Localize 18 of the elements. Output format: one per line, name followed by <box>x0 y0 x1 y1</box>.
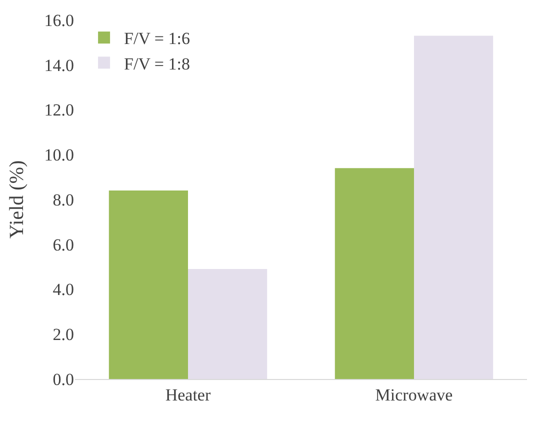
x-tick-label: Microwave <box>375 385 453 404</box>
y-tick-label: 10.0 <box>44 146 74 165</box>
y-tick-label: 16.0 <box>44 10 74 30</box>
y-tick-label: 8.0 <box>52 190 74 210</box>
y-tick-label: 0.0 <box>52 370 74 389</box>
y-tick-label: 6.0 <box>52 235 74 254</box>
y-tick-label: 2.0 <box>52 325 74 344</box>
y-axis-title: Yield (%) <box>6 160 28 239</box>
bar <box>108 190 188 379</box>
legend-label: F/V = 1:8 <box>124 54 190 74</box>
x-tick-label: Heater <box>165 385 211 404</box>
legend-label: F/V = 1:6 <box>124 29 190 48</box>
bar <box>334 168 414 379</box>
bar <box>188 269 268 379</box>
y-tick-label: 14.0 <box>44 56 74 75</box>
y-tick-label: 12.0 <box>44 100 74 120</box>
y-tick-label: 4.0 <box>52 280 74 300</box>
bar <box>414 36 494 379</box>
